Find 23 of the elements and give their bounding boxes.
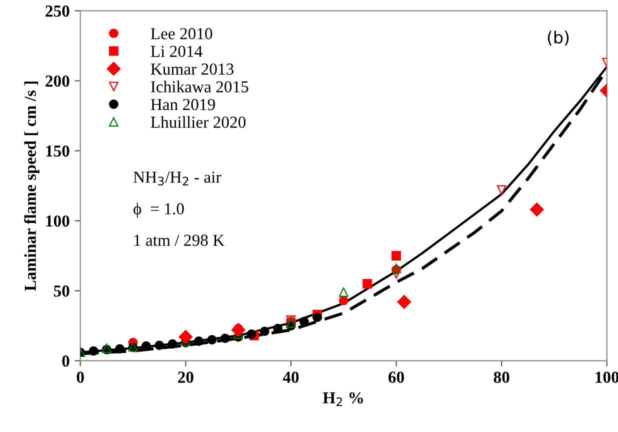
legend-label: Han 2019	[150, 98, 215, 110]
y-tick-label: 100	[46, 215, 70, 227]
legend-label: Kumar 2013	[150, 63, 234, 75]
legend-label: Lee 2010	[150, 28, 212, 40]
x-tick-label: 20	[178, 372, 194, 383]
legend-label: Ichikawa 2015	[150, 80, 248, 92]
x-tick-label: 80	[494, 372, 510, 383]
y-axis-title: Laminar flame speed [ cm /s ]	[24, 82, 40, 291]
y-tick-label: 250	[46, 6, 70, 17]
legend-label: Lhuillier 2020	[150, 116, 246, 128]
y-tick-label: 0	[62, 355, 70, 367]
x-tick-label: 40	[282, 372, 299, 383]
annotation: ϕ = 1.0	[134, 202, 184, 218]
y-tick-label: 150	[46, 145, 70, 157]
x-tick-label: 0	[76, 372, 84, 383]
y-tick-label: 50	[54, 285, 70, 297]
annotation: NH$_{3}$/H$_{2}$ - air	[133, 172, 222, 186]
legend-label: Li 2014	[150, 46, 202, 58]
annotation: 1 atm / 298 K	[134, 234, 224, 246]
x-axis-title: H$_{2}$ %	[322, 392, 363, 406]
y-tick-label: 200	[46, 75, 70, 87]
annotation: (b)	[548, 30, 569, 46]
x-tick-label: 60	[388, 372, 404, 383]
